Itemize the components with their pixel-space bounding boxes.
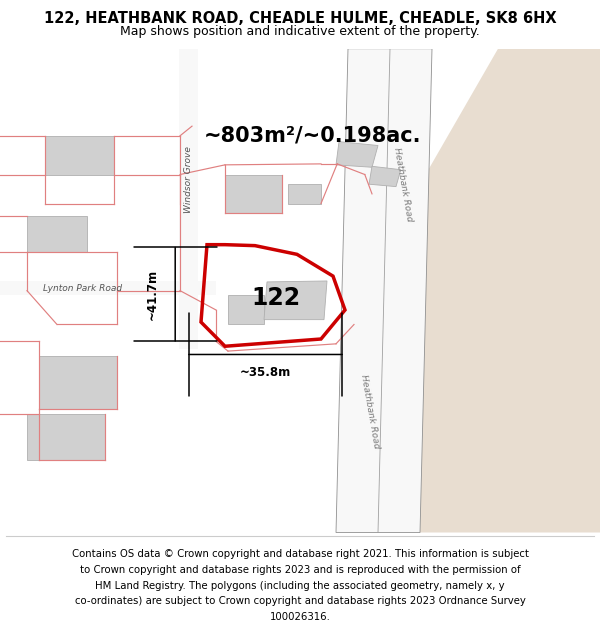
Text: ~35.8m: ~35.8m: [240, 366, 291, 379]
Text: 122, HEATHBANK ROAD, CHEADLE HULME, CHEADLE, SK8 6HX: 122, HEATHBANK ROAD, CHEADLE HULME, CHEA…: [44, 11, 556, 26]
Text: co-ordinates) are subject to Crown copyright and database rights 2023 Ordnance S: co-ordinates) are subject to Crown copyr…: [74, 596, 526, 606]
Polygon shape: [225, 174, 282, 213]
Text: Map shows position and indicative extent of the property.: Map shows position and indicative extent…: [120, 25, 480, 38]
Polygon shape: [288, 184, 321, 204]
Text: to Crown copyright and database rights 2023 and is reproduced with the permissio: to Crown copyright and database rights 2…: [80, 565, 520, 575]
Polygon shape: [264, 281, 327, 319]
Text: ~803m²/~0.198ac.: ~803m²/~0.198ac.: [204, 126, 421, 146]
Polygon shape: [179, 49, 198, 349]
Polygon shape: [369, 166, 401, 187]
Text: Contains OS data © Crown copyright and database right 2021. This information is : Contains OS data © Crown copyright and d…: [71, 549, 529, 559]
Polygon shape: [336, 142, 378, 168]
Polygon shape: [27, 414, 105, 460]
Polygon shape: [228, 296, 264, 324]
Text: 100026316.: 100026316.: [269, 612, 331, 622]
Text: Windsor Grove: Windsor Grove: [184, 146, 193, 212]
Text: Heathbank Road: Heathbank Road: [392, 146, 414, 222]
Polygon shape: [27, 216, 87, 252]
Polygon shape: [396, 49, 600, 532]
Text: 122: 122: [251, 286, 301, 310]
Polygon shape: [0, 281, 216, 296]
Text: HM Land Registry. The polygons (including the associated geometry, namely x, y: HM Land Registry. The polygons (includin…: [95, 581, 505, 591]
Polygon shape: [39, 356, 117, 409]
Text: Lynton Park Road: Lynton Park Road: [43, 284, 122, 292]
Polygon shape: [45, 136, 114, 174]
Polygon shape: [336, 49, 432, 532]
Text: ~41.7m: ~41.7m: [146, 269, 159, 320]
Text: Heathbank Road: Heathbank Road: [359, 374, 381, 449]
